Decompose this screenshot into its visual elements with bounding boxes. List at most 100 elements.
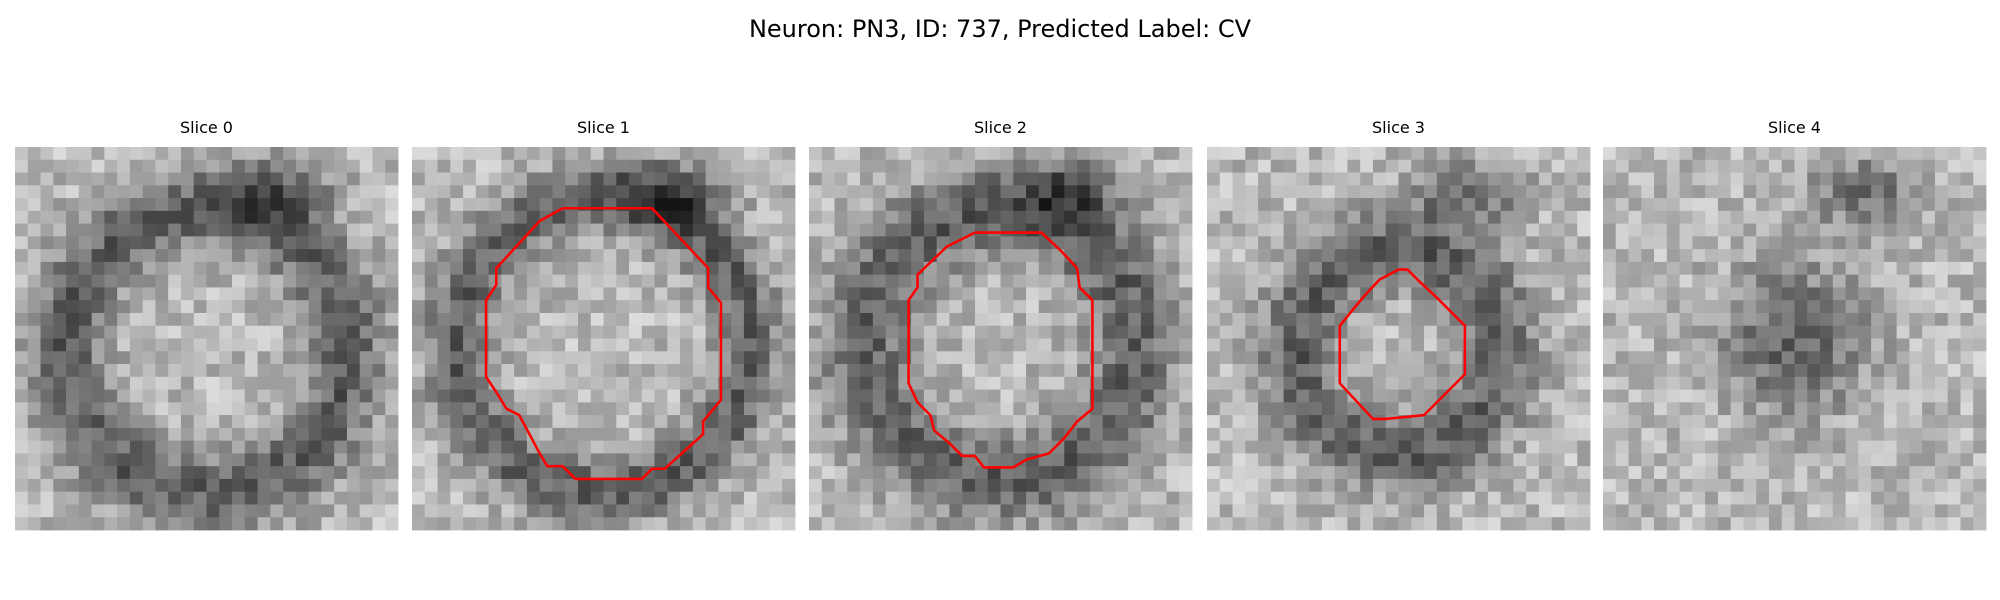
pixel	[1449, 491, 1463, 505]
pixel	[962, 274, 976, 288]
pixel	[526, 478, 541, 493]
pixel	[66, 364, 80, 378]
pixel	[257, 185, 271, 199]
pixel	[346, 478, 361, 493]
pixel	[1128, 198, 1142, 212]
pixel	[680, 312, 694, 327]
pixel	[1845, 147, 1859, 161]
pixel	[334, 504, 348, 518]
pixel	[1922, 376, 1936, 390]
pixel	[244, 159, 258, 173]
pixel	[475, 172, 489, 186]
pixel	[962, 159, 976, 173]
pixel	[1309, 249, 1323, 263]
pixel	[463, 223, 477, 237]
pixel	[885, 249, 899, 263]
pixel	[1807, 440, 1821, 454]
pixel	[1883, 210, 1898, 224]
pixel	[1245, 364, 1259, 378]
pixel	[385, 440, 399, 454]
pixel	[1934, 351, 1949, 365]
pixel	[847, 261, 861, 276]
pixel	[372, 389, 386, 403]
pixel	[78, 261, 92, 276]
pixel	[667, 261, 681, 276]
pixel	[1832, 491, 1846, 505]
pixel	[501, 261, 515, 276]
pixel	[1179, 300, 1193, 314]
pixel	[1462, 198, 1476, 212]
pixel	[872, 415, 886, 429]
pixel	[987, 491, 1001, 505]
pixel	[590, 504, 604, 518]
pixel	[1347, 261, 1361, 276]
pixel	[1179, 453, 1193, 467]
pixel	[1820, 504, 1834, 518]
pixel	[15, 338, 29, 352]
pixel	[641, 185, 655, 199]
pixel	[616, 466, 630, 480]
pixel	[654, 504, 668, 518]
pixel	[1922, 389, 1936, 403]
pixel	[782, 287, 796, 301]
pixel	[206, 415, 220, 429]
pixel	[731, 185, 745, 199]
pixel	[1743, 198, 1757, 212]
pixel	[1436, 300, 1450, 314]
pixel	[1717, 325, 1732, 339]
pixel	[142, 427, 156, 442]
pixel	[1654, 274, 1668, 288]
pixel	[232, 427, 246, 442]
pixel	[577, 223, 592, 237]
pixel	[1385, 185, 1399, 199]
pixel	[1820, 389, 1834, 403]
pixel	[91, 440, 105, 454]
pixel	[821, 172, 835, 186]
pixel	[743, 351, 758, 365]
pixel	[1832, 261, 1846, 276]
pixel	[949, 415, 963, 429]
pixel	[283, 287, 297, 301]
pixel	[295, 389, 310, 403]
pixel	[1641, 223, 1655, 237]
pixel	[680, 210, 694, 224]
pixel	[168, 274, 182, 288]
pixel	[1947, 210, 1961, 224]
pixel	[782, 300, 796, 314]
pixel	[809, 427, 823, 442]
pixel	[78, 517, 92, 531]
pixel	[860, 427, 874, 442]
pixel	[1411, 504, 1425, 518]
pixel	[1960, 287, 1974, 301]
pixel	[1654, 261, 1668, 276]
pixel	[898, 210, 912, 224]
pixel	[1603, 274, 1617, 288]
pixel	[437, 198, 451, 212]
pixel	[1500, 198, 1514, 212]
pixel	[1013, 223, 1027, 237]
pixel	[219, 351, 233, 365]
pixel	[692, 351, 707, 365]
pixel	[142, 389, 156, 403]
pixel	[1013, 478, 1027, 493]
pixel	[1845, 453, 1859, 467]
pixel	[1475, 159, 1489, 173]
pixel	[1794, 147, 1808, 161]
pixel	[860, 415, 874, 429]
pixel	[321, 364, 335, 378]
pixel	[359, 198, 373, 212]
pixel	[1807, 274, 1821, 288]
pixel	[1526, 517, 1540, 531]
pixel	[359, 478, 373, 493]
pixel	[1538, 376, 1553, 390]
pixel	[885, 402, 899, 416]
pixel	[1730, 466, 1744, 480]
pixel	[923, 504, 938, 518]
pixel	[1179, 172, 1193, 186]
pixel	[1449, 351, 1463, 365]
pixel	[488, 300, 502, 314]
pixel	[1334, 389, 1348, 403]
pixel	[590, 287, 604, 301]
pixel	[1140, 185, 1155, 199]
pixel	[1207, 312, 1221, 327]
